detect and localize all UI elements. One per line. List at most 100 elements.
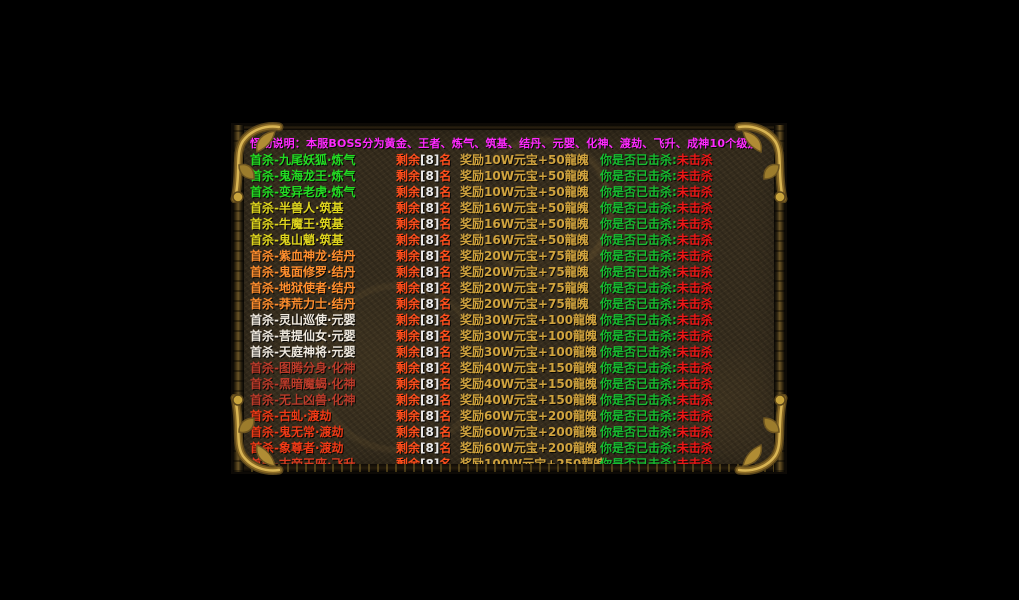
kill-status: 你是否已击杀:未击杀 <box>600 456 771 472</box>
boss-name: 首杀-天庭神将·元婴 <box>250 345 356 359</box>
boss-row: 首杀-地狱使者·结丹 剩余[8]名 奖励20W元宝+75龍魄 你是否已击杀:未击… <box>250 280 771 296</box>
status-answer: 未击杀 <box>676 393 713 407</box>
status-question: 你是否已击杀: <box>600 441 677 455</box>
status-answer: 未击杀 <box>676 249 713 263</box>
remaining-slots: 剩余[8]名 <box>396 312 460 328</box>
status-question: 你是否已击杀: <box>600 425 677 439</box>
reward-text: 奖励40W元宝+150龍魄 <box>460 361 598 375</box>
remaining-label: 剩余 <box>396 329 421 343</box>
kill-status: 你是否已击杀:未击杀 <box>600 408 771 424</box>
boss-name: 首杀-鬼面修罗·结丹 <box>250 265 356 279</box>
status-answer: 未击杀 <box>676 233 713 247</box>
remaining-slots: 剩余[8]名 <box>396 152 460 168</box>
remaining-suffix: 名 <box>439 297 452 311</box>
remaining-count: [8] <box>420 297 440 311</box>
remaining-suffix: 名 <box>439 409 452 423</box>
remaining-slots: 剩余[8]名 <box>396 424 460 440</box>
boss-row: 首杀-鬼面修罗·结丹 剩余[8]名 奖励20W元宝+75龍魄 你是否已击杀:未击… <box>250 264 771 280</box>
remaining-suffix: 名 <box>439 169 452 183</box>
kill-status: 你是否已击杀:未击杀 <box>600 264 771 280</box>
remaining-suffix: 名 <box>439 265 452 279</box>
reward-text: 奖励60W元宝+200龍魄 <box>460 409 598 423</box>
status-question: 你是否已击杀: <box>600 297 677 311</box>
remaining-slots: 剩余[8]名 <box>396 456 460 472</box>
remaining-count: [8] <box>420 249 440 263</box>
boss-rows: 首杀-九尾妖狐·炼气 剩余[8]名 奖励10W元宝+50龍魄 你是否已击杀:未击… <box>250 152 771 472</box>
boss-row: 首杀-变异老虎·炼气 剩余[8]名 奖励10W元宝+50龍魄 你是否已击杀:未击… <box>250 184 771 200</box>
reward-text: 奖励30W元宝+100龍魄 <box>460 345 598 359</box>
kill-status: 你是否已击杀:未击杀 <box>600 424 771 440</box>
remaining-count: [8] <box>420 313 440 327</box>
kill-status: 你是否已击杀:未击杀 <box>600 440 771 456</box>
remaining-slots: 剩余[8]名 <box>396 376 460 392</box>
status-question: 你是否已击杀: <box>600 393 677 407</box>
status-answer: 未击杀 <box>676 201 713 215</box>
reward-text: 奖励30W元宝+100龍魄 <box>460 313 598 327</box>
boss-row: 首杀-黑暗魔蝎·化神 剩余[8]名 奖励40W元宝+150龍魄 你是否已击杀:未… <box>250 376 771 392</box>
boss-row: 首杀-天庭神将·元婴 剩余[8]名 奖励30W元宝+100龍魄 你是否已击杀:未… <box>250 344 771 360</box>
remaining-count: [8] <box>420 377 440 391</box>
status-answer: 未击杀 <box>676 265 713 279</box>
boss-name: 首杀-象尊者·渡劫 <box>250 441 344 455</box>
remaining-count: [8] <box>420 169 440 183</box>
remaining-suffix: 名 <box>439 345 452 359</box>
boss-row: 首杀-鬼海龙王·炼气 剩余[8]名 奖励10W元宝+50龍魄 你是否已击杀:未击… <box>250 168 771 184</box>
remaining-suffix: 名 <box>439 313 452 327</box>
boss-row: 首杀-图腾分身·化神 剩余[8]名 奖励40W元宝+150龍魄 你是否已击杀:未… <box>250 360 771 376</box>
kill-status: 你是否已击杀:未击杀 <box>600 232 771 248</box>
status-question: 你是否已击杀: <box>600 185 677 199</box>
remaining-count: [8] <box>420 425 440 439</box>
boss-name: 首杀-变异老虎·炼气 <box>250 185 356 199</box>
kill-status: 你是否已击杀:未击杀 <box>600 328 771 344</box>
remaining-slots: 剩余[8]名 <box>396 216 460 232</box>
remaining-slots: 剩余[8]名 <box>396 264 460 280</box>
boss-row: 首杀-菩提仙女·元婴 剩余[8]名 奖励30W元宝+100龍魄 你是否已击杀:未… <box>250 328 771 344</box>
kill-status: 你是否已击杀:未击杀 <box>600 184 771 200</box>
boss-name: 首杀-菩提仙女·元婴 <box>250 329 356 343</box>
reward-text: 奖励100W元宝+250龍魄 <box>460 457 606 471</box>
status-question: 你是否已击杀: <box>600 249 677 263</box>
boss-name: 首杀-地狱使者·结丹 <box>250 281 356 295</box>
remaining-suffix: 名 <box>439 249 452 263</box>
kill-status: 你是否已击杀:未击杀 <box>600 296 771 312</box>
remaining-label: 剩余 <box>396 409 421 423</box>
boss-first-kill-panel: 怪物说明：本服BOSS分为黄金、王者、炼气、筑基、结丹、元婴、化神、渡劫、飞升、… <box>230 122 788 475</box>
remaining-count: [8] <box>420 153 440 167</box>
status-answer: 未击杀 <box>676 185 713 199</box>
remaining-count: [8] <box>420 329 440 343</box>
remaining-suffix: 名 <box>439 393 452 407</box>
reward-text: 奖励20W元宝+75龍魄 <box>460 265 589 279</box>
kill-status: 你是否已击杀:未击杀 <box>600 168 771 184</box>
kill-status: 你是否已击杀:未击杀 <box>600 216 771 232</box>
status-question: 你是否已击杀: <box>600 457 677 471</box>
remaining-slots: 剩余[8]名 <box>396 248 460 264</box>
kill-status: 你是否已击杀:未击杀 <box>600 376 771 392</box>
remaining-count: [8] <box>420 281 440 295</box>
remaining-count: [8] <box>420 265 440 279</box>
status-question: 你是否已击杀: <box>600 169 677 183</box>
remaining-suffix: 名 <box>439 441 452 455</box>
reward-text: 奖励10W元宝+50龍魄 <box>460 185 589 199</box>
boss-row: 首杀-牛魔王·筑基 剩余[8]名 奖励16W元宝+50龍魄 你是否已击杀:未击杀 <box>250 216 771 232</box>
boss-name: 首杀-无上凶兽·化神 <box>250 393 356 407</box>
boss-row: 首杀-鬼无常·渡劫 剩余[8]名 奖励60W元宝+200龍魄 你是否已击杀:未击… <box>250 424 771 440</box>
remaining-suffix: 名 <box>439 281 452 295</box>
remaining-label: 剩余 <box>396 457 421 471</box>
boss-row: 首杀-鬼山魈·筑基 剩余[8]名 奖励16W元宝+50龍魄 你是否已击杀:未击杀 <box>250 232 771 248</box>
status-question: 你是否已击杀: <box>600 201 677 215</box>
boss-name: 首杀-灵山巡使·元婴 <box>250 313 356 327</box>
status-answer: 未击杀 <box>676 409 713 423</box>
remaining-count: [8] <box>420 217 440 231</box>
status-answer: 未击杀 <box>676 441 713 455</box>
remaining-label: 剩余 <box>396 233 421 247</box>
reward-text: 奖励30W元宝+100龍魄 <box>460 329 598 343</box>
remaining-suffix: 名 <box>439 457 452 471</box>
status-answer: 未击杀 <box>676 217 713 231</box>
status-answer: 未击杀 <box>676 281 713 295</box>
remaining-label: 剩余 <box>396 153 421 167</box>
status-question: 你是否已击杀: <box>600 281 677 295</box>
reward-text: 奖励16W元宝+50龍魄 <box>460 201 589 215</box>
reward-text: 奖励40W元宝+150龍魄 <box>460 377 598 391</box>
kill-status: 你是否已击杀:未击杀 <box>600 392 771 408</box>
